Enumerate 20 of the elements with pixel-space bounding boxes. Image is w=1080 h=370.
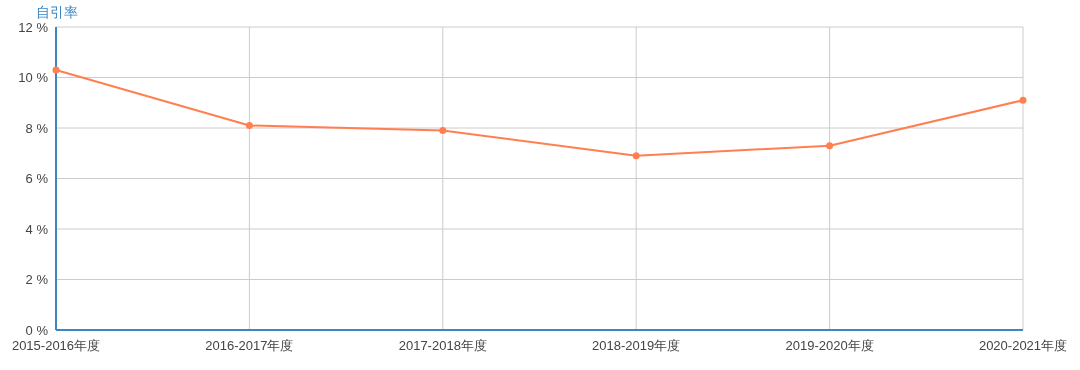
point bbox=[1019, 96, 1027, 104]
x-tick-label: 2020-2021年度 bbox=[978, 338, 1068, 353]
x-tick-label: 2019-2020年度 bbox=[785, 338, 874, 353]
point bbox=[439, 127, 447, 135]
point bbox=[826, 142, 834, 150]
point bbox=[245, 121, 253, 129]
point bbox=[632, 152, 640, 160]
y-tick-label: 12 % bbox=[18, 19, 49, 35]
y-tick-label: 0 % bbox=[25, 322, 49, 338]
y-tick-label: 6 % bbox=[25, 171, 49, 187]
y-axis-title: 自引率 bbox=[36, 4, 78, 20]
y-tick-label: 2 % bbox=[25, 272, 49, 288]
y-tick-label: 8 % bbox=[25, 120, 49, 136]
y-tick-label: 10 % bbox=[18, 70, 49, 86]
y-tick-label: 4 % bbox=[25, 221, 49, 237]
x-tick-label: 2015-2016年度 bbox=[11, 338, 101, 353]
point bbox=[52, 66, 60, 74]
x-tick-label: 2018-2019年度 bbox=[592, 338, 681, 353]
x-tick-label: 2017-2018年度 bbox=[398, 338, 487, 353]
x-tick-label: 2016-2017年度 bbox=[205, 338, 294, 353]
